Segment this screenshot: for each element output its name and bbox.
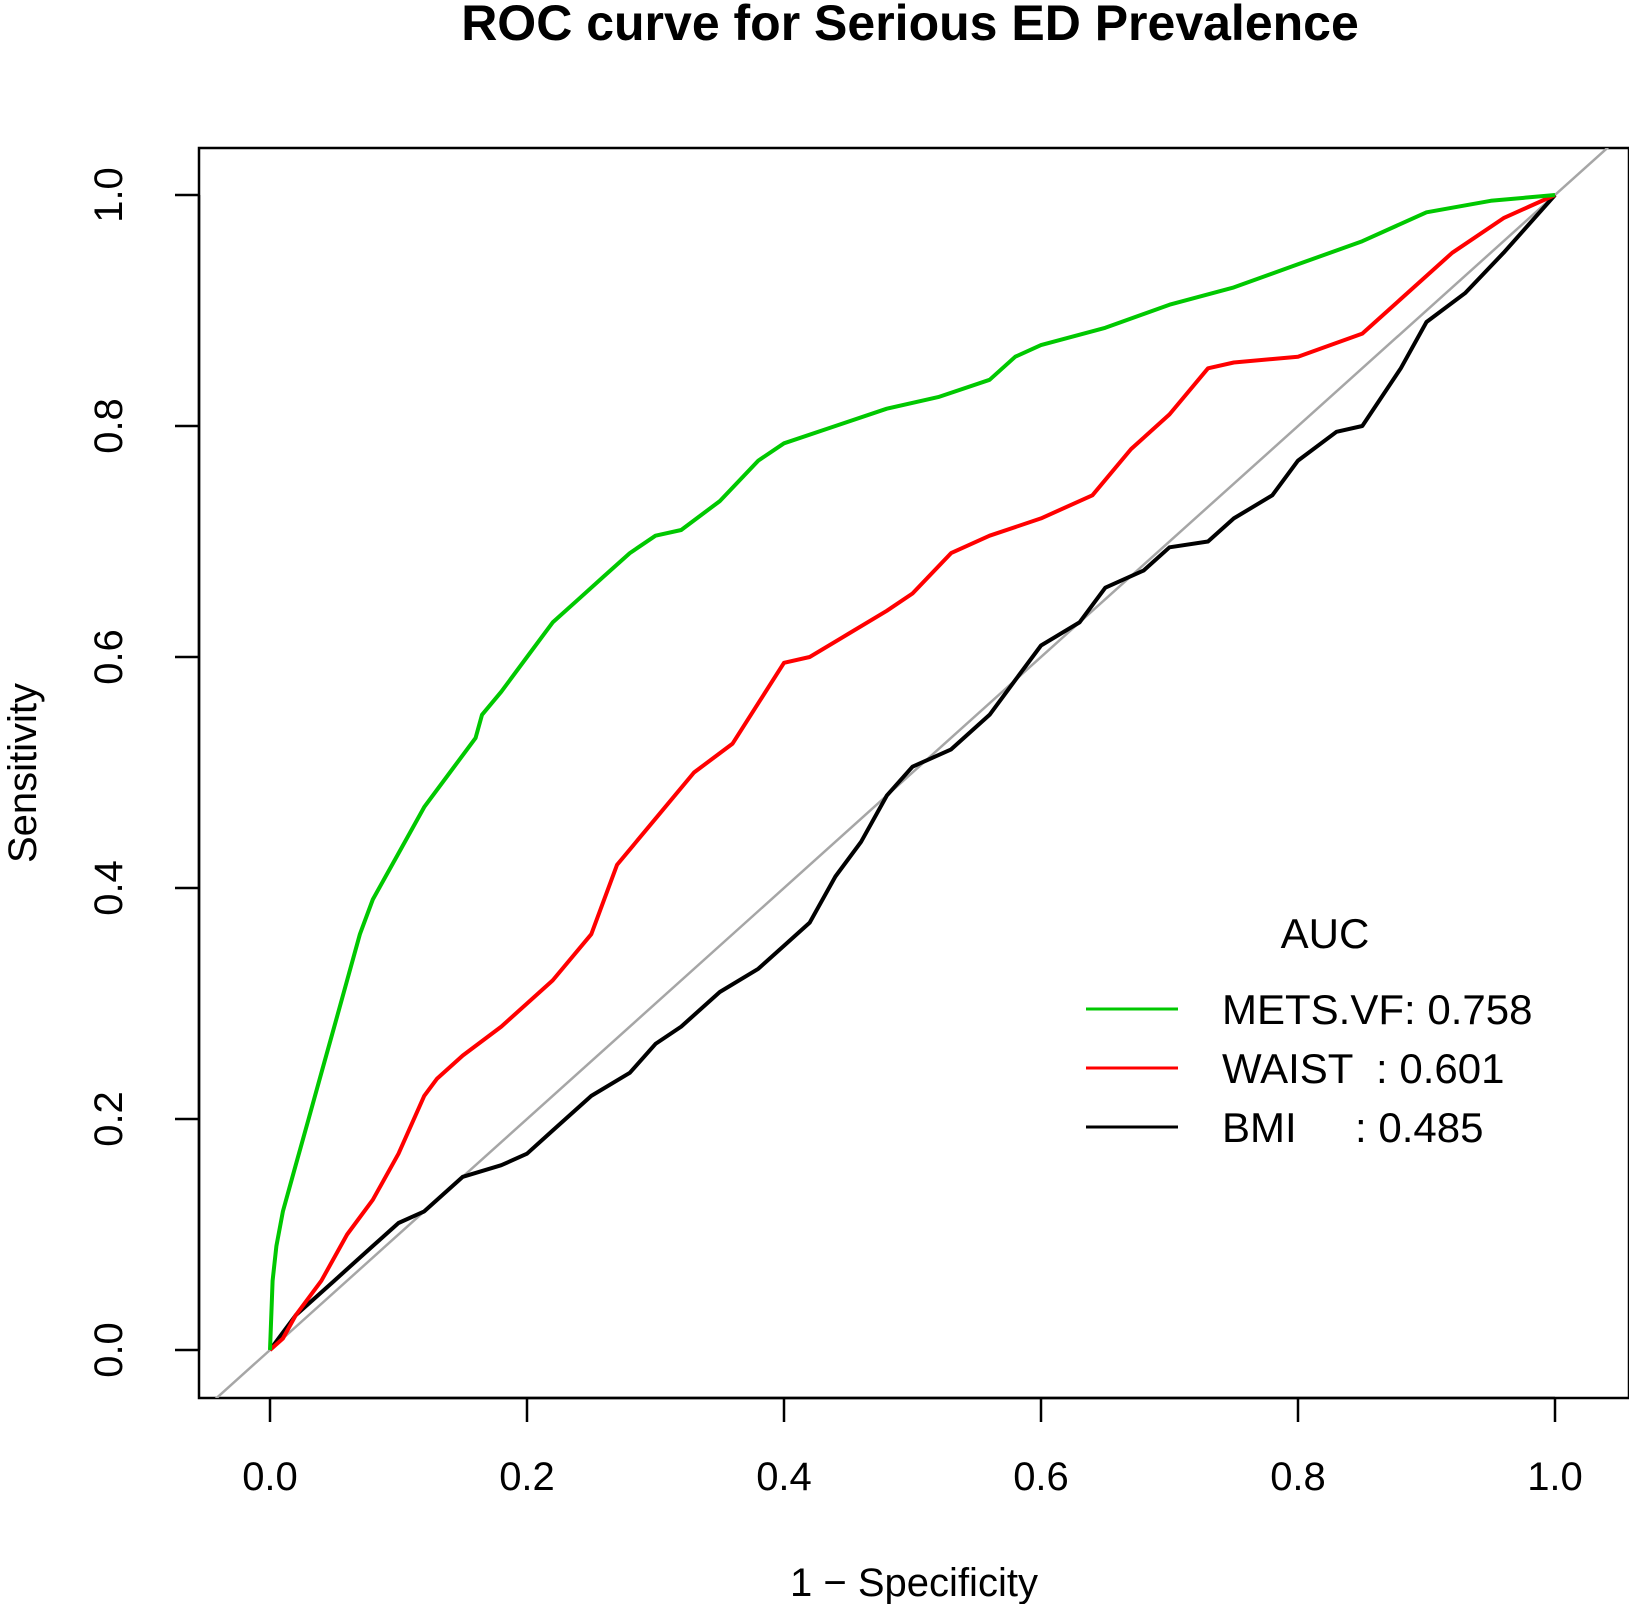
legend: AUC METS.VF: 0.758 WAIST : 0.601 BMI : 0.4…	[1086, 910, 1532, 1151]
y-tick-label: 1.0	[87, 167, 131, 223]
y-tick-label: 0.0	[87, 1322, 131, 1378]
y-tick-label: 0.6	[87, 629, 131, 685]
legend-label-waist: WAIST : 0.601	[1222, 1045, 1504, 1092]
reference-diagonal	[214, 148, 1610, 1398]
legend-label-bmi: BMI : 0.485	[1222, 1104, 1483, 1151]
x-tick-label: 0.8	[1270, 1455, 1326, 1499]
x-tick-label: 0.0	[242, 1455, 298, 1499]
plot-area	[214, 148, 1610, 1398]
chart-title: ROC curve for Serious ED Prevalence	[461, 0, 1359, 51]
y-axis: 0.0 0.2 0.4 0.6 0.8 1.0	[87, 167, 201, 1378]
x-tick-label: 0.2	[499, 1455, 555, 1499]
legend-label-mets-vf: METS.VF: 0.758	[1222, 986, 1532, 1033]
legend-title: AUC	[1281, 910, 1370, 957]
x-axis-label: 1 − Specificity	[790, 1561, 1038, 1604]
series-line-waist	[268, 193, 1556, 1352]
x-tick-label: 0.6	[1013, 1455, 1069, 1499]
y-tick-label: 0.2	[87, 1091, 131, 1147]
y-tick-label: 0.8	[87, 398, 131, 454]
x-axis: 0.0 0.2 0.4 0.6 0.8 1.0	[242, 1396, 1583, 1499]
series-line-bmi	[268, 193, 1557, 1352]
series-line-mets-vf	[268, 193, 1556, 1351]
y-axis-label: Sensitivity	[1, 683, 45, 863]
x-tick-label: 0.4	[756, 1455, 812, 1499]
y-tick-label: 0.4	[87, 860, 131, 916]
x-tick-label: 1.0	[1527, 1455, 1583, 1499]
